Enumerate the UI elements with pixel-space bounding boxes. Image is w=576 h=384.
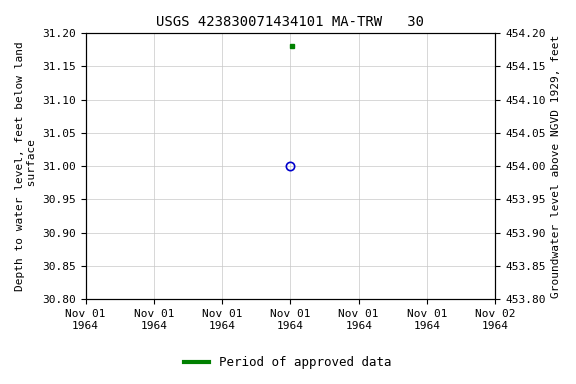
Title: USGS 423830071434101 MA-TRW   30: USGS 423830071434101 MA-TRW 30 bbox=[157, 15, 425, 29]
Legend: Period of approved data: Period of approved data bbox=[179, 351, 397, 374]
Y-axis label: Groundwater level above NGVD 1929, feet: Groundwater level above NGVD 1929, feet bbox=[551, 35, 561, 298]
Y-axis label: Depth to water level, feet below land
 surface: Depth to water level, feet below land su… bbox=[15, 41, 37, 291]
